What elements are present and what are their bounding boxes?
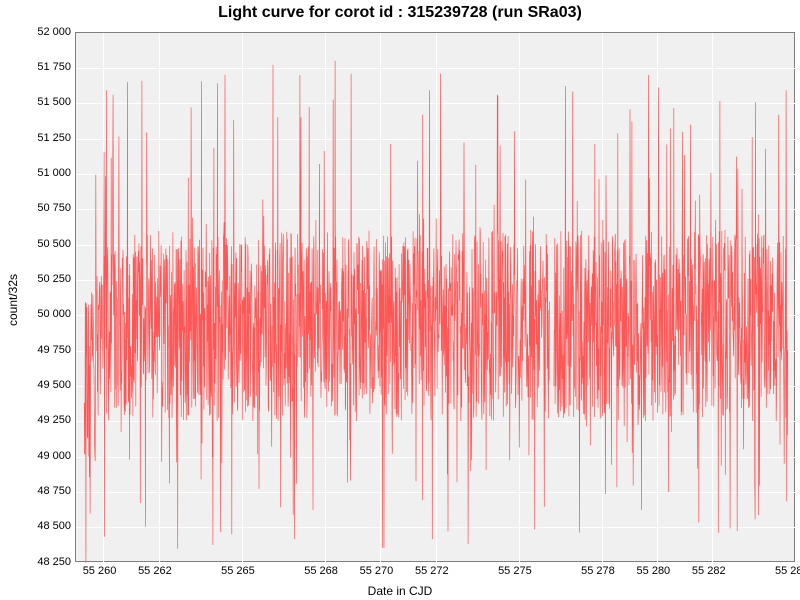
y-tick-label: 50 250 [37, 273, 71, 285]
y-tick-label: 49 000 [37, 450, 71, 462]
y-axis-label-text: count/32s [6, 274, 20, 326]
x-tick-label: 55 268 [304, 565, 338, 577]
y-tick-label: 51 750 [37, 61, 71, 73]
x-tick-label: 55 275 [498, 565, 532, 577]
x-tick-label: 55 278 [581, 565, 615, 577]
x-tick-label: 55 262 [138, 565, 172, 577]
y-tick-label: 52 000 [37, 26, 71, 38]
x-tick-label: 55 270 [360, 565, 394, 577]
series-segment [554, 75, 788, 533]
chart-title: Light curve for corot id : 315239728 (ru… [0, 4, 800, 22]
x-tick-label: 55 272 [415, 565, 449, 577]
y-tick-label: 48 750 [37, 485, 71, 497]
y-tick-label: 48 250 [37, 556, 71, 568]
x-tick-label: 55 280 [637, 565, 671, 577]
plot-area [75, 32, 795, 562]
y-tick-label: 51 500 [37, 96, 71, 108]
x-tick-label: 55 285 [775, 565, 800, 577]
y-tick-label: 51 250 [37, 132, 71, 144]
y-tick-label: 50 500 [37, 238, 71, 250]
x-tick-label: 55 282 [692, 565, 726, 577]
x-tick-label: 55 265 [221, 565, 255, 577]
y-tick-label: 49 250 [37, 414, 71, 426]
y-tick-label: 50 000 [37, 308, 71, 320]
chart-container: Light curve for corot id : 315239728 (ru… [0, 0, 800, 600]
y-tick-label: 48 500 [37, 520, 71, 532]
x-tick-label: 55 260 [83, 565, 117, 577]
series-segment [84, 61, 549, 563]
x-axis-label: Date in CJD [0, 584, 800, 598]
y-tick-label: 49 500 [37, 379, 71, 391]
y-tick-label: 49 750 [37, 344, 71, 356]
light-curve-series [76, 33, 796, 563]
y-tick-label: 50 750 [37, 202, 71, 214]
y-tick-label: 51 000 [37, 167, 71, 179]
y-axis-label: count/32s [4, 0, 22, 600]
